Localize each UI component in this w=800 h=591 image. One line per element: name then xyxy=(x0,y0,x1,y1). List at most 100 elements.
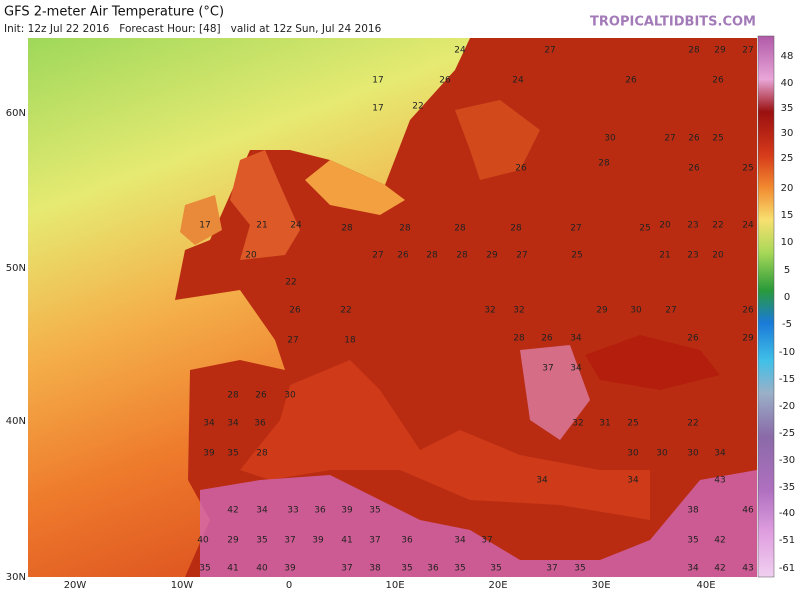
temperature-label: 26 xyxy=(687,334,699,344)
temperature-label: 21 xyxy=(256,221,267,231)
temperature-label: 26 xyxy=(515,164,527,174)
temperature-label: 34 xyxy=(687,564,699,574)
temperature-label: 28 xyxy=(598,159,610,169)
atlantic xyxy=(28,38,470,577)
temperature-label: 25 xyxy=(742,164,753,174)
latitude-label: 60N xyxy=(6,108,26,119)
temperature-label: 26 xyxy=(625,76,637,86)
temperature-label: 34 xyxy=(454,536,466,546)
temperature-label: 22 xyxy=(412,102,423,112)
temperature-label: 43 xyxy=(714,476,725,486)
temperature-label: 46 xyxy=(742,506,754,516)
temperature-label: 29 xyxy=(596,306,608,316)
temperature-label: 28 xyxy=(399,224,411,234)
temperature-label: 27 xyxy=(372,251,383,261)
temperature-label: 37 xyxy=(369,536,380,546)
temperature-label: 37 xyxy=(481,536,492,546)
temperature-label: 27 xyxy=(287,336,298,346)
temperature-label: 35 xyxy=(401,564,412,574)
temperature-label: 36 xyxy=(254,419,266,429)
temperature-label: 32 xyxy=(513,306,524,316)
temperature-label: 26 xyxy=(439,76,451,86)
temperature-label: 37 xyxy=(542,364,553,374)
temperature-label: 29 xyxy=(227,536,239,546)
temperature-label: 39 xyxy=(341,506,353,516)
temperature-label: 30 xyxy=(656,449,668,459)
temperature-label: 35 xyxy=(687,536,698,546)
longitude-label: 10W xyxy=(171,580,194,591)
colorbar-label: 5 xyxy=(784,265,790,276)
temperature-label: 29 xyxy=(714,46,726,56)
latitude-label: 50N xyxy=(6,263,26,274)
temperature-label: 38 xyxy=(687,506,699,516)
temperature-label: 33 xyxy=(287,506,298,516)
colorbar-label: -15 xyxy=(779,374,795,385)
longitude-label: 20W xyxy=(64,580,87,591)
colorbar-label: -30 xyxy=(779,455,795,466)
temperature-label: 39 xyxy=(284,564,296,574)
temperature-label: 35 xyxy=(256,536,267,546)
colorbar-label: 40 xyxy=(781,78,794,89)
temperature-label: 28 xyxy=(510,224,522,234)
temperature-label: 36 xyxy=(314,506,326,516)
temperature-label: 42 xyxy=(227,506,238,516)
temperature-label: 26 xyxy=(712,76,724,86)
map xyxy=(28,38,757,577)
run-info: Init: 12z Jul 22 2016 Forecast Hour: [48… xyxy=(4,23,382,35)
colorbar-label: -25 xyxy=(779,428,795,439)
temperature-label: 27 xyxy=(665,306,676,316)
temperature-label: 34 xyxy=(570,364,582,374)
temperature-label: 27 xyxy=(544,46,555,56)
temperature-label: 36 xyxy=(427,564,439,574)
temperature-label: 17 xyxy=(372,76,383,86)
temperature-label: 22 xyxy=(285,278,296,288)
temperature-label: 34 xyxy=(203,419,215,429)
temperature-label: 43 xyxy=(742,564,753,574)
temperature-label: 27 xyxy=(664,134,675,144)
colorbar-label: 48 xyxy=(781,51,794,62)
colorbar-label: 20 xyxy=(781,183,794,194)
hot-spots xyxy=(520,345,590,440)
temperature-label: 36 xyxy=(401,536,413,546)
colorbar-label: -5 xyxy=(782,319,792,330)
temperature-label: 25 xyxy=(639,224,650,234)
temperature-label: 18 xyxy=(344,336,356,346)
temperature-label: 38 xyxy=(369,564,381,574)
temperature-label: 28 xyxy=(426,251,438,261)
temperature-label: 26 xyxy=(255,391,267,401)
temperature-label: 17 xyxy=(372,104,383,114)
north-africa xyxy=(200,470,757,577)
temperature-label: 39 xyxy=(312,536,324,546)
temperature-label: 26 xyxy=(541,334,553,344)
temperature-label: 42 xyxy=(714,536,725,546)
temperature-label: 37 xyxy=(546,564,557,574)
latitude-label: 40N xyxy=(6,416,26,427)
temperature-label: 40 xyxy=(197,536,209,546)
latitude-label: 30N xyxy=(6,572,26,583)
north-sea xyxy=(305,160,405,215)
temperature-label: 22 xyxy=(340,306,351,316)
temperature-label: 27 xyxy=(516,251,527,261)
temperature-label: 27 xyxy=(742,46,753,56)
temperature-label: 30 xyxy=(627,449,639,459)
temperature-label: 26 xyxy=(742,306,754,316)
temperature-label: 26 xyxy=(688,134,700,144)
longitude-label: 30E xyxy=(591,580,610,591)
temperature-label: 25 xyxy=(571,251,582,261)
temperature-label: 34 xyxy=(256,506,268,516)
temperature-label: 20 xyxy=(712,251,724,261)
colorbar-label: 10 xyxy=(781,237,794,248)
temperature-label: 24 xyxy=(290,221,302,231)
temperature-label: 26 xyxy=(289,306,301,316)
temperature-label: 41 xyxy=(227,564,238,574)
watermark: TROPICALTIDBITS.COM xyxy=(590,15,756,30)
temperature-label: 28 xyxy=(227,391,239,401)
temperature-label: 24 xyxy=(454,46,466,56)
temperature-label: 37 xyxy=(341,564,352,574)
colorbar-label: -61 xyxy=(779,563,795,574)
temperature-label: 20 xyxy=(659,221,671,231)
temperature-label: 35 xyxy=(227,449,238,459)
temperature-label: 22 xyxy=(712,221,723,231)
